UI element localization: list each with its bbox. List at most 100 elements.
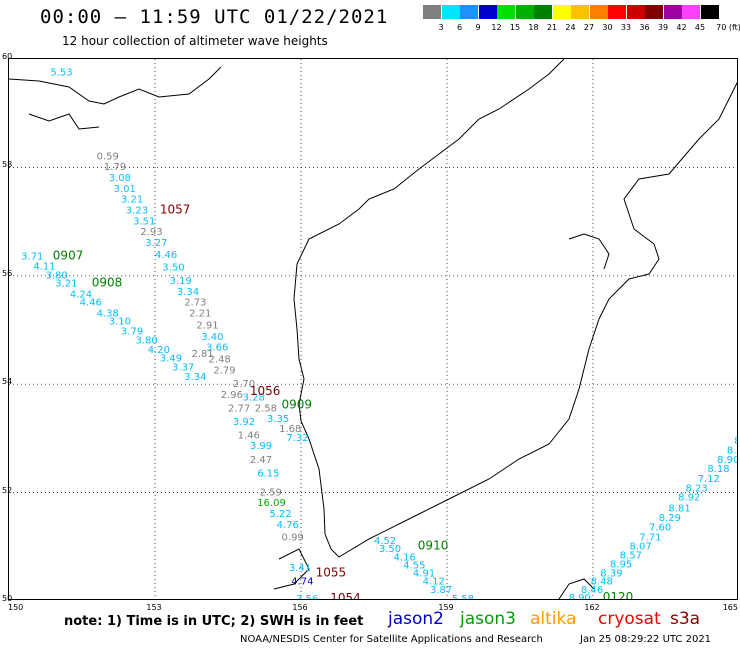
wave-height-reading: 4.55 [403,560,425,571]
wave-readings: 5.530.591.793.083.013.213.233.512.933.27… [21,67,738,600]
colorbar-swatch [645,5,663,19]
wave-height-reading: 1.68 [279,424,301,435]
wave-height-reading: 8.37 [734,436,738,447]
x-tick-label: 162 [584,603,600,612]
y-tick-label: 52 [2,485,13,495]
y-tick-label: 60 [2,52,13,61]
wave-height-reading: 8.39 [600,569,622,580]
wave-height-reading: 3.23 [126,205,148,216]
wave-height-reading: 3.01 [114,184,136,195]
colorbar-swatch [589,5,608,19]
pass-time-label: 0120 [603,590,634,600]
wave-height-reading: 2.70 [233,379,255,390]
wave-height-reading: 8.29 [659,513,681,524]
wave-height-reading: 3.56 [296,594,318,600]
wave-height-reading: 5.22 [269,509,291,520]
colorbar-swatch [460,5,478,19]
wave-height-reading: 4.20 [148,345,170,356]
wave-height-reading: 4.12 [423,577,445,588]
x-tick-label: 165 [722,603,738,612]
lat-lon-grid [9,59,737,599]
wave-height-reading: 4.16 [393,552,415,563]
wave-height-reading: 3.80 [136,336,158,347]
wave-height-reading: 4.52 [374,536,396,547]
colorbar-swatch [682,5,700,19]
pass-time-label: 1056 [250,384,281,398]
wave-height-reading: 4.76 [277,520,299,531]
wave-height-reading: 3.34 [184,372,206,383]
wave-height-reading: 3.66 [206,343,228,354]
wave-height-reading: 2.91 [196,320,218,331]
wave-height-reading: 4.46 [155,250,177,261]
wave-height-reading: 3.28 [243,392,265,403]
wave-height-reading: 3.08 [109,173,131,184]
pass-time-label: 0908 [92,276,123,290]
colorbar-swatch [608,5,626,19]
pass-time-label: 0909 [282,398,313,412]
map-panel: 5.53 0.59 1.79 3.08 3.01 3.21 3.23 3.51 2.93 3.27… [8,58,738,600]
wave-height-reading: 2.81 [192,349,214,360]
wave-height-reading: 5.58 [452,594,474,600]
colorbar-label: 24 [565,23,576,32]
wave-height-reading: 4.38 [97,308,119,319]
colorbar-label: 45 [694,23,706,32]
colorbar-swatch [552,5,571,19]
wave-height-reading: 3.87 [430,585,452,596]
map-canvas: 5.530.591.793.083.013.213.233.512.933.27… [9,59,738,600]
y-tick-label: 54 [2,377,13,387]
wave-height-reading: 4.24 [70,289,92,300]
wave-height-reading: 0.99 [282,532,304,543]
wave-height-reading: 3.49 [160,353,182,364]
wave-height-reading: 2.47 [250,455,272,466]
satellite-legend-item: altika [530,609,577,629]
pass-time-label: 0907 [53,249,84,263]
wave-height-reading: 8.81 [668,504,690,515]
wave-height-reading: 3.27 [145,238,167,249]
wave-height-reading: 8.35 [727,446,738,457]
wave-height-reading: 2.96 [221,390,243,401]
wave-height-reading: 1.79 [104,162,126,173]
wave-height-reading: 8.07 [630,542,652,553]
wave-height-reading: 4.74 [291,577,313,588]
wave-height-reading: 6.15 [257,468,279,479]
colorbar-swatch [441,5,460,19]
colorbar-label: 15 [509,23,521,32]
colorbar-label: 42 [676,23,687,32]
colorbar-label: 33 [620,23,632,32]
wave-height-reading: 3.79 [121,326,143,337]
wave-height-reading: 7.60 [649,523,671,534]
colorbar-swatch [478,5,497,19]
wave-height-reading: 0.59 [97,151,119,162]
colorbar-swatch [515,5,534,19]
chart-subtitle: 12 hour collection of altimeter wave hei… [62,34,328,48]
wave-height-reading: 3.21 [55,279,77,290]
wave-height-reading: 2.77 [228,403,250,414]
colorbar-label: 39 [657,23,669,32]
wave-height-reading: 8.90 [569,593,591,600]
coastline [9,59,737,599]
x-tick-label: 150 [8,603,24,612]
colorbar-label: 27 [583,23,595,32]
wave-height-reading: 3.50 [379,544,401,555]
wave-height-reading: 2.73 [184,298,206,309]
wave-height-reading: 8.46 [581,585,603,596]
wave-height-reading: 8.18 [707,464,729,475]
pass-time-label: 1057 [160,202,191,216]
x-tick-label: 159 [438,603,454,612]
wave-height-reading: 3.34 [177,287,199,298]
colorbar-swatch [534,5,552,19]
x-tick-label: 153 [146,603,162,612]
colorbar-label: 36 [639,23,650,32]
satellite-legend-item: s3a [670,609,701,629]
wave-height-reading: 3.50 [162,262,184,273]
colorbar-swatch [700,5,719,19]
colorbar-label: 70 (ft) [716,23,740,32]
colorbar-swatch [423,5,441,19]
colorbar-swatch [626,5,645,19]
colorbar-swatch [571,5,589,19]
wave-height-reading: 4.91 [413,569,435,580]
wave-height-reading: 3.41 [289,563,311,574]
satellite-legend-item: cryosat [598,609,661,629]
colorbar-label: 30 [602,23,613,32]
wave-height-reading: 2.21 [189,308,211,319]
